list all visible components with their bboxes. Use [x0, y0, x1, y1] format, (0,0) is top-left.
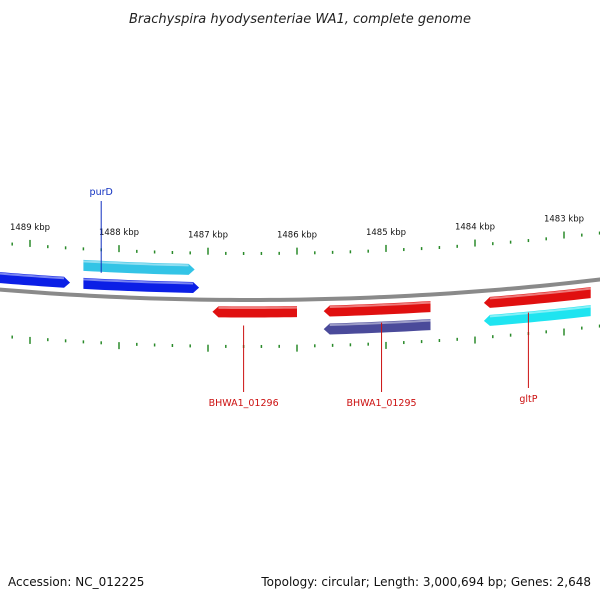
feature-gltP[interactable] [483, 287, 591, 308]
gene-label-purD-cds[interactable]: purD [90, 187, 113, 198]
feature-BHWA1_01295-other[interactable] [323, 319, 431, 335]
feature-highlight [489, 305, 591, 318]
gene-label-gltP[interactable]: gltP [519, 394, 537, 405]
feature-highlight [0, 272, 65, 280]
feature-gltP-rna[interactable] [483, 305, 591, 326]
feature-purD-rna[interactable] [83, 259, 195, 275]
inner-tick-track [11, 324, 600, 352]
feature-highlight [329, 301, 431, 308]
tick-label: 1488 kbp [99, 228, 139, 238]
genome-summary-text: Topology: circular; Length: 3,000,694 bp… [260, 575, 591, 589]
tick-label: 1487 kbp [188, 231, 228, 241]
feature-left-forward-gene[interactable] [0, 272, 71, 288]
tick-labels: 1489 kbp 1488 kbp 1487 kbp 1486 kbp 1485 kbp… [10, 215, 584, 241]
gene-label-BHWA1_01295[interactable]: BHWA1_01295 [347, 398, 417, 409]
feature-purD-cds[interactable] [83, 277, 200, 293]
map-title: Brachyspira hyodysenteriae WA1, complete… [129, 12, 471, 27]
genome-backbone [0, 277, 600, 303]
feature-highlight [83, 278, 194, 285]
feature-highlight [489, 287, 591, 300]
feature-BHWA1_01296[interactable] [212, 306, 297, 318]
tick-label: 1489 kbp [10, 223, 50, 233]
feature-labels: purD BHWA1_01296 BHWA1_01295 gltP [90, 187, 538, 409]
tick-label: 1485 kbp [366, 228, 406, 238]
tick-label: 1484 kbp [455, 223, 495, 233]
feature-track [0, 259, 591, 335]
gene-label-BHWA1_01296[interactable]: BHWA1_01296 [209, 398, 279, 409]
accession-text: Accession: NC_012225 [8, 575, 144, 589]
tick-label: 1486 kbp [277, 231, 317, 241]
feature-BHWA1_01295[interactable] [323, 301, 431, 317]
feature-highlight [329, 319, 431, 326]
tick-label: 1483 kbp [544, 215, 584, 225]
